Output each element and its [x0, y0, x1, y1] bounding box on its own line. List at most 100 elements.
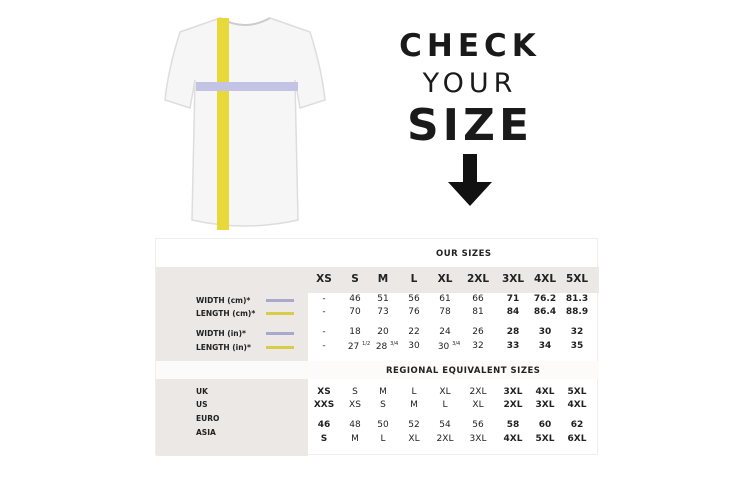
size-value: 76.2: [533, 294, 557, 304]
size-header-5xl: 5XL: [565, 273, 589, 285]
length-line-swatch: [266, 346, 294, 349]
regional-value: XS: [317, 387, 331, 397]
size-header-s: S: [351, 273, 359, 285]
size-value: 26: [472, 327, 484, 337]
regional-value: 2XL: [503, 400, 523, 410]
size-value: 66: [472, 294, 484, 304]
regional-value: 4XL: [567, 400, 587, 410]
regional-value: 2XL: [436, 434, 454, 444]
region-label-us: US: [196, 400, 208, 409]
size-value: -: [322, 341, 326, 351]
our-sizes-title: OUR SIZES: [436, 249, 492, 259]
regional-value: L: [411, 387, 417, 397]
heading-your: YOUR: [422, 68, 518, 99]
size-value: 20: [377, 327, 389, 337]
regional-value: 58: [506, 420, 520, 430]
regional-value: 5XL: [535, 434, 555, 444]
size-value: 32: [472, 341, 484, 351]
width-line-swatch: [266, 299, 294, 302]
regional-value: 62: [570, 420, 584, 430]
regional-value: 5XL: [567, 387, 587, 397]
size-header-xl: XL: [437, 273, 453, 285]
size-value: 84: [506, 307, 520, 317]
regional-value: 60: [538, 420, 552, 430]
regional-value: XL: [439, 387, 451, 397]
regional-value: 46: [317, 420, 331, 430]
size-value: 78: [439, 307, 451, 317]
t-shirt-with-measuring-tapes-image: [164, 17, 326, 230]
length-line-swatch: [266, 312, 294, 315]
regional-value: L: [442, 400, 448, 410]
width-tape: [196, 82, 298, 91]
size-value: 30: [408, 341, 420, 351]
regional-value: M: [410, 400, 418, 410]
size-value: 34: [538, 341, 552, 351]
fraction: 3/4: [452, 341, 461, 347]
length-tape: [217, 18, 229, 230]
whole: 30: [437, 342, 450, 352]
fraction: 3/4: [390, 341, 399, 347]
row-label: LENGTH (in)*: [196, 343, 251, 352]
row-label: WIDTH (cm)*: [196, 296, 251, 305]
regional-value: 4XL: [503, 434, 523, 444]
row-label: LENGTH (cm)*: [196, 309, 256, 318]
regional-value: XXS: [313, 400, 335, 410]
regional-value: M: [351, 434, 359, 444]
size-value: 32: [570, 327, 584, 337]
size-value: 30 3/4: [429, 341, 469, 352]
regional-sizes-title: REGIONAL EQUIVALENT SIZES: [386, 366, 541, 376]
size-value: 27 1/2: [339, 341, 379, 352]
regional-value: 48: [349, 420, 361, 430]
region-label-uk: UK: [196, 387, 208, 396]
size-value: 76: [408, 307, 420, 317]
regional-value: XS: [349, 400, 361, 410]
size-value: -: [322, 307, 326, 317]
size-value: 73: [377, 307, 389, 317]
size-value: 28 3/4: [367, 341, 407, 352]
regional-value: 3XL: [535, 400, 555, 410]
size-header-m: M: [377, 273, 389, 285]
regional-value: 4XL: [535, 387, 555, 397]
size-value: 22: [408, 327, 420, 337]
size-header-xs: XS: [316, 273, 332, 285]
regional-value: 3XL: [469, 434, 487, 444]
whole: 27: [347, 342, 360, 352]
regional-value: 2XL: [469, 387, 487, 397]
size-value: 35: [570, 341, 584, 351]
size-value: 81: [472, 307, 484, 317]
size-value: 33: [506, 341, 520, 351]
size-value: 71: [506, 294, 520, 304]
size-value: 24: [439, 327, 451, 337]
heading-size: SIZE: [406, 100, 534, 151]
region-label-euro: EURO: [196, 414, 220, 423]
regional-value: 3XL: [503, 387, 523, 397]
regional-value: M: [379, 387, 387, 397]
size-header-3xl: 3XL: [501, 273, 525, 285]
regional-value: XL: [408, 434, 420, 444]
size-value: 88.9: [565, 307, 589, 317]
regional-value: S: [352, 387, 358, 397]
whole: 28: [375, 342, 388, 352]
size-value: 30: [538, 327, 552, 337]
arrow-down-icon: [448, 154, 492, 206]
width-line-swatch: [266, 332, 294, 335]
regional-value: 56: [472, 420, 484, 430]
regional-value: 6XL: [567, 434, 587, 444]
size-header-4xl: 4XL: [533, 273, 557, 285]
regional-value: S: [380, 400, 386, 410]
size-value: 28: [506, 327, 520, 337]
region-label-asia: ASIA: [196, 428, 216, 437]
size-value: 61: [439, 294, 451, 304]
size-header-l: L: [410, 273, 418, 285]
size-value: 86.4: [533, 307, 557, 317]
size-value: 56: [408, 294, 420, 304]
regional-value: 54: [439, 420, 451, 430]
regional-value: L: [380, 434, 386, 444]
regional-value: S: [320, 434, 328, 444]
size-chart: OUR SIZES REGIONAL EQUIVALENT SIZES XS S M…: [155, 238, 599, 456]
regional-value: 50: [377, 420, 389, 430]
row-label: WIDTH (in)*: [196, 329, 246, 338]
heading-check: CHECK: [399, 28, 541, 64]
fraction: 1/2: [362, 341, 371, 347]
size-value: 46: [349, 294, 361, 304]
